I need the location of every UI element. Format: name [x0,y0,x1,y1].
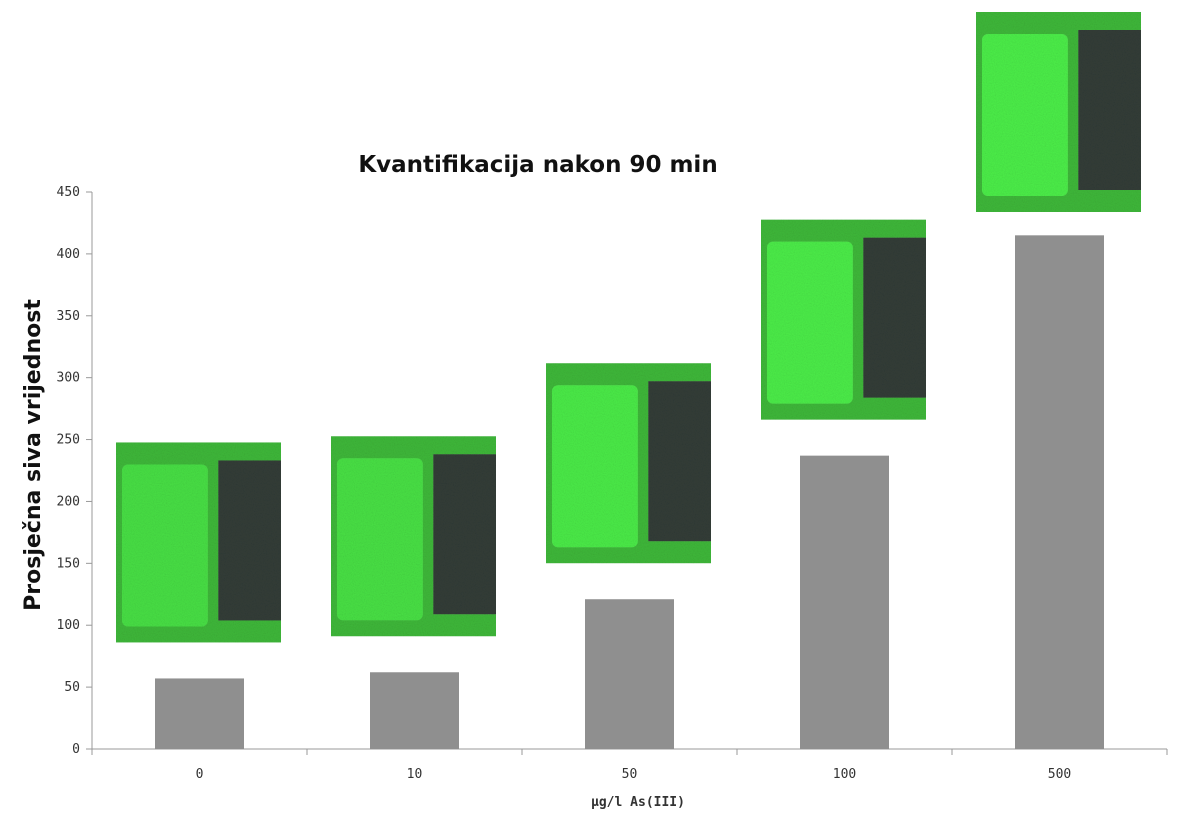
thumbnail-dark-pad [433,454,496,615]
y-tick-label: 50 [64,680,80,695]
y-tick-label: 0 [72,742,80,757]
thumbnail-0 [116,442,281,643]
thumbnail-bright-pad [122,464,208,627]
thumbnail-dark-pad [863,237,926,398]
bars [155,235,1104,750]
x-tick-label: 500 [1048,767,1071,782]
thumbnail-dark-pad [648,381,711,542]
chart-title: Kvantifikacija nakon 90 min [358,152,717,178]
bar-500 [1015,235,1104,750]
y-tick-label: 400 [57,247,80,262]
y-tick-label: 350 [57,309,80,324]
thumbnail-50 [546,363,711,564]
thumbnail-bright-pad [982,34,1068,196]
y-axis-ticks: 0 50 100 150 200 250 300 350 400 450 [57,185,92,757]
y-tick-label: 250 [57,433,80,448]
y-axis-label: Prosječna siva vrijednost [21,299,46,611]
y-tick-label: 200 [57,494,80,509]
y-tick-label: 100 [57,618,80,633]
y-tick-label: 300 [57,371,80,386]
bar-100 [800,455,889,749]
x-tick-label: 0 [196,767,204,782]
y-tick-label: 450 [57,185,80,200]
thumbnail-500 [976,12,1141,212]
bar-50 [585,599,674,749]
x-axis-label: µg/l As(III) [591,795,685,810]
x-tick-label: 50 [622,767,638,782]
thumbnail-dark-pad [1078,30,1141,190]
x-tick-label: 100 [833,767,856,782]
thumbnail-bright-pad [767,241,853,404]
thumbnail-10 [331,436,496,637]
thumbnail-bright-pad [552,385,638,548]
bar-10 [370,672,459,749]
bar-0 [155,678,244,749]
fluorescence-thumbnails [116,12,1141,643]
y-tick-label: 150 [57,556,80,571]
thumbnail-dark-pad [218,460,281,621]
x-tick-label: 10 [407,767,423,782]
thumbnail-bright-pad [337,458,423,621]
thumbnail-100 [761,219,926,420]
x-axis-ticks: 0 10 50 100 500 [91,749,1168,782]
